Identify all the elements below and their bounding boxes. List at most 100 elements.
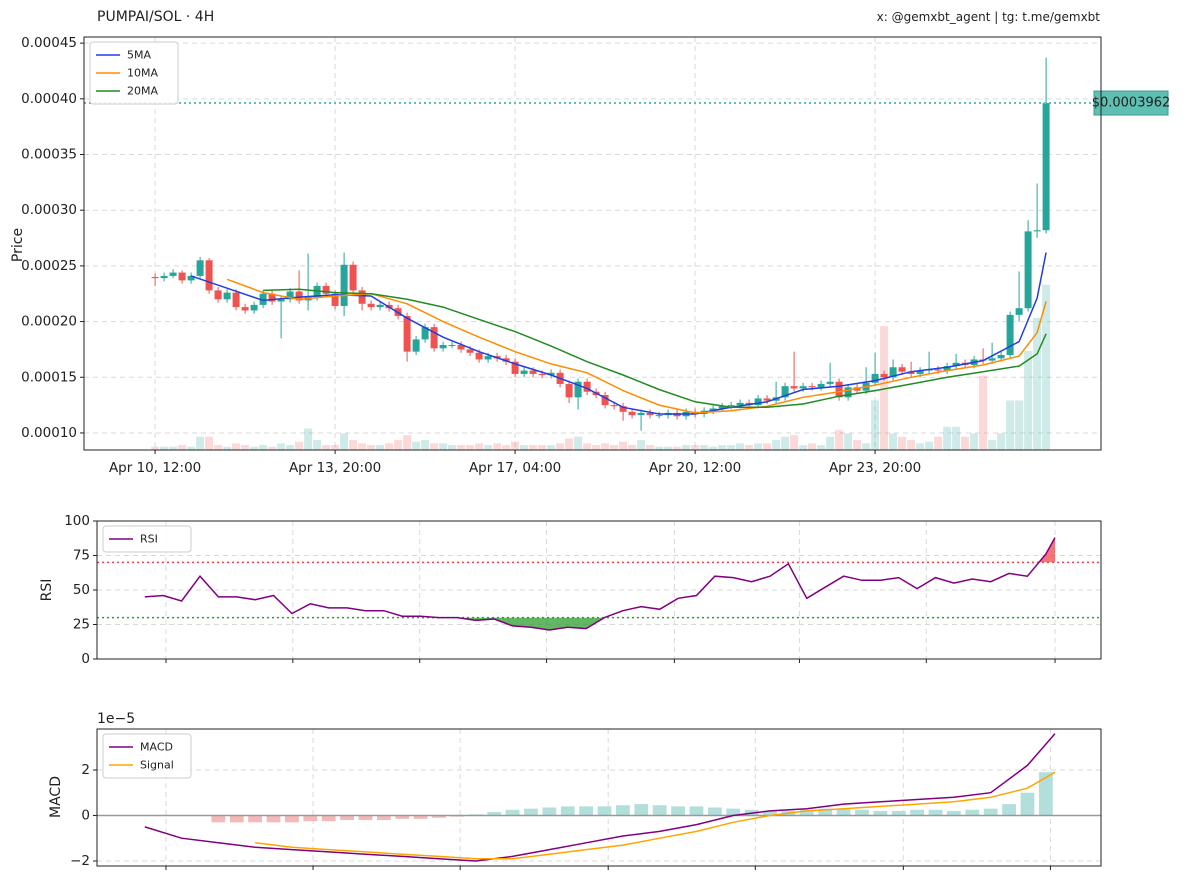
candle-body [619,406,627,412]
y-tick-label: 100 [64,513,90,529]
candle-body [169,272,177,276]
candle-body [340,264,348,306]
candle-body [538,373,546,376]
volume-bar [367,445,376,450]
candle-body [241,307,249,311]
volume-bar [565,438,574,450]
candle-body [295,291,303,301]
candle-body [187,275,195,281]
legend-label: RSI [140,533,158,546]
histogram-bar [1020,792,1035,816]
histogram-bar [855,809,869,816]
volume-bar [1015,400,1024,450]
histogram-bar [965,809,980,816]
series-line [144,733,1056,862]
volume-bar [943,426,952,450]
volume-bar [646,445,655,450]
x-tick-label: Apr 10, 12:00 [109,460,201,476]
candle-body [529,370,537,374]
volume-bar [331,445,340,450]
y-tick-label: 0.00045 [21,35,77,51]
volume-bar [151,446,160,450]
volume-bar [340,433,349,450]
candle-body [259,293,267,305]
candle-body [358,290,366,304]
volume-bar [394,440,403,450]
volume-bar [745,445,754,450]
histogram-bar [799,809,814,816]
histogram-bar [726,808,741,816]
volume-bar [556,443,565,450]
histogram-bar [1038,772,1053,816]
y-axis-label: RSI [39,579,55,602]
x-tick-label: Apr 23, 20:00 [829,460,921,476]
volume-bar [376,445,385,450]
candle-body [277,299,285,302]
candle-body [727,405,735,407]
y-tick-label: 0.00040 [21,91,77,107]
legend-label: Signal [140,759,174,772]
volume-bar [916,443,925,450]
volume-bar [709,446,718,450]
candle-body [367,303,375,308]
volume-bar [250,446,259,450]
y-tick-label: 0.00030 [21,202,77,218]
volume-bar [763,443,772,450]
candle-body [736,402,744,406]
candle-body [943,366,951,371]
candle-body [1024,231,1032,309]
x-tick-label: Apr 13, 20:00 [289,460,381,476]
candle-body [151,277,159,279]
volume-bar [493,443,502,450]
histogram-bar [505,809,520,816]
histogram-bar [211,815,226,823]
candle-body [934,369,942,371]
volume-bar [736,443,745,450]
volume-bar [160,446,169,450]
volume-bar [286,445,295,450]
volume-bar [826,436,835,450]
volume-bar [502,445,511,450]
volume-bar [1033,317,1042,450]
candle-body [601,395,609,406]
candle-body [268,293,276,302]
volume-bar [610,445,619,450]
volume-bar [547,445,556,450]
volume-bar [421,440,430,450]
volume-bar [214,445,223,450]
y-tick-label: 0 [81,651,90,667]
volume-bar [979,375,988,450]
volume-bar [628,445,637,450]
volume-bar [349,440,358,450]
histogram-bar [395,815,410,819]
candle-body [781,386,789,398]
candle-body [412,339,420,352]
histogram-bar [266,815,281,823]
candle-body [475,352,483,360]
volume-bar [205,436,214,450]
histogram-bar [560,806,575,816]
candle-body [331,293,339,306]
volume-bar [673,446,682,450]
histogram-bar [616,805,630,816]
candle-body [646,412,654,416]
candle-body [898,367,906,372]
volume-bar [439,443,448,450]
volume-bar [808,443,817,450]
histogram-bar [1002,804,1016,816]
candle-body [916,370,924,374]
histogram-bar [524,808,538,816]
histogram-bar [340,815,354,821]
volume-bar [781,436,790,450]
y-tick-label: 0 [81,807,90,823]
y-tick-label: 0.00010 [21,425,77,441]
histogram-bar [248,815,263,823]
volume-bar [232,443,241,450]
volume-bar [898,436,907,450]
candle-body [826,381,834,384]
candle-body [520,370,528,374]
volume-bar [358,443,367,450]
histogram-bar [579,806,594,816]
volume-bar [574,436,583,450]
